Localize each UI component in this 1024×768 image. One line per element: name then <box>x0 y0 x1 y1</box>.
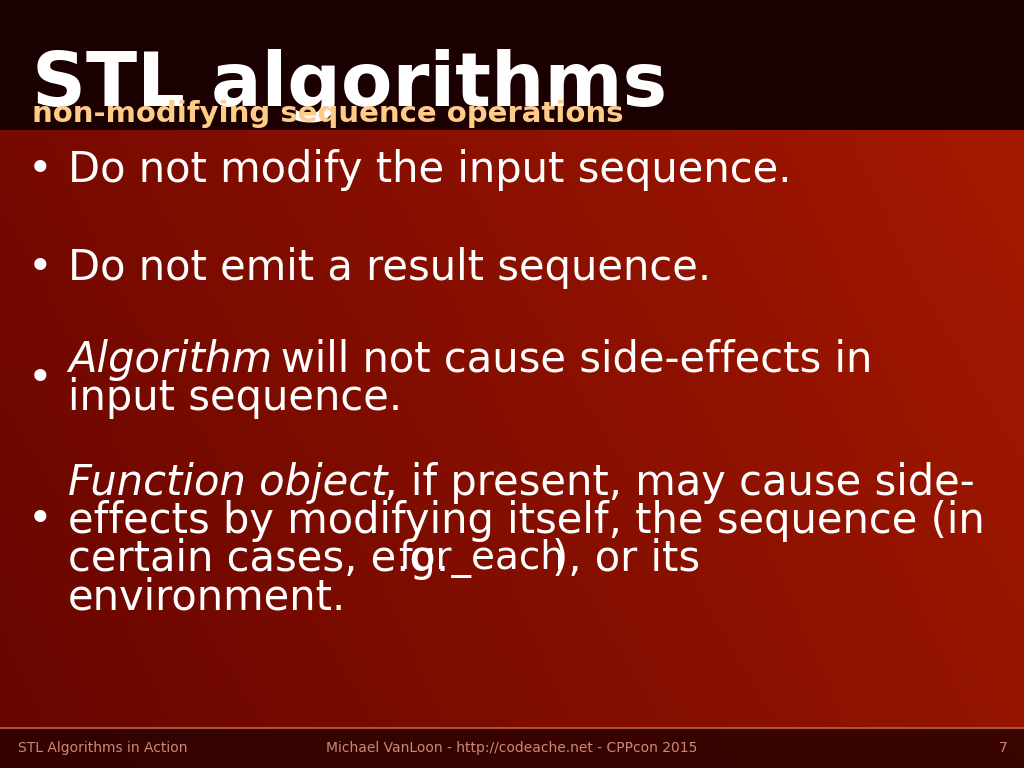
Text: •: • <box>28 358 52 400</box>
Text: Algorithm: Algorithm <box>68 339 272 381</box>
Bar <box>0 728 1024 768</box>
Text: for_each: for_each <box>398 539 565 578</box>
Text: will not cause side-effects in: will not cause side-effects in <box>68 339 872 381</box>
Text: environment.: environment. <box>68 576 346 618</box>
Text: certain cases, e.g.: certain cases, e.g. <box>68 538 463 580</box>
Text: effects by modifying itself, the sequence (in: effects by modifying itself, the sequenc… <box>68 500 985 542</box>
Text: 7: 7 <box>999 741 1008 755</box>
Text: , if present, may cause side-: , if present, may cause side- <box>68 462 975 504</box>
Text: STL algorithms: STL algorithms <box>32 48 667 121</box>
Text: Michael VanLoon - http://codeache.net - CPPcon 2015: Michael VanLoon - http://codeache.net - … <box>327 741 697 755</box>
Text: Do not emit a result sequence.: Do not emit a result sequence. <box>68 247 711 289</box>
Text: input sequence.: input sequence. <box>68 377 402 419</box>
Text: •: • <box>28 247 52 289</box>
Text: ), or its: ), or its <box>552 538 700 580</box>
Text: •: • <box>28 499 52 541</box>
Text: Do not modify the input sequence.: Do not modify the input sequence. <box>68 149 792 191</box>
Text: Function object: Function object <box>68 462 387 504</box>
Bar <box>0 0 1024 130</box>
Text: STL Algorithms in Action: STL Algorithms in Action <box>18 741 187 755</box>
Text: non-modifying sequence operations: non-modifying sequence operations <box>32 100 624 128</box>
Text: •: • <box>28 149 52 191</box>
